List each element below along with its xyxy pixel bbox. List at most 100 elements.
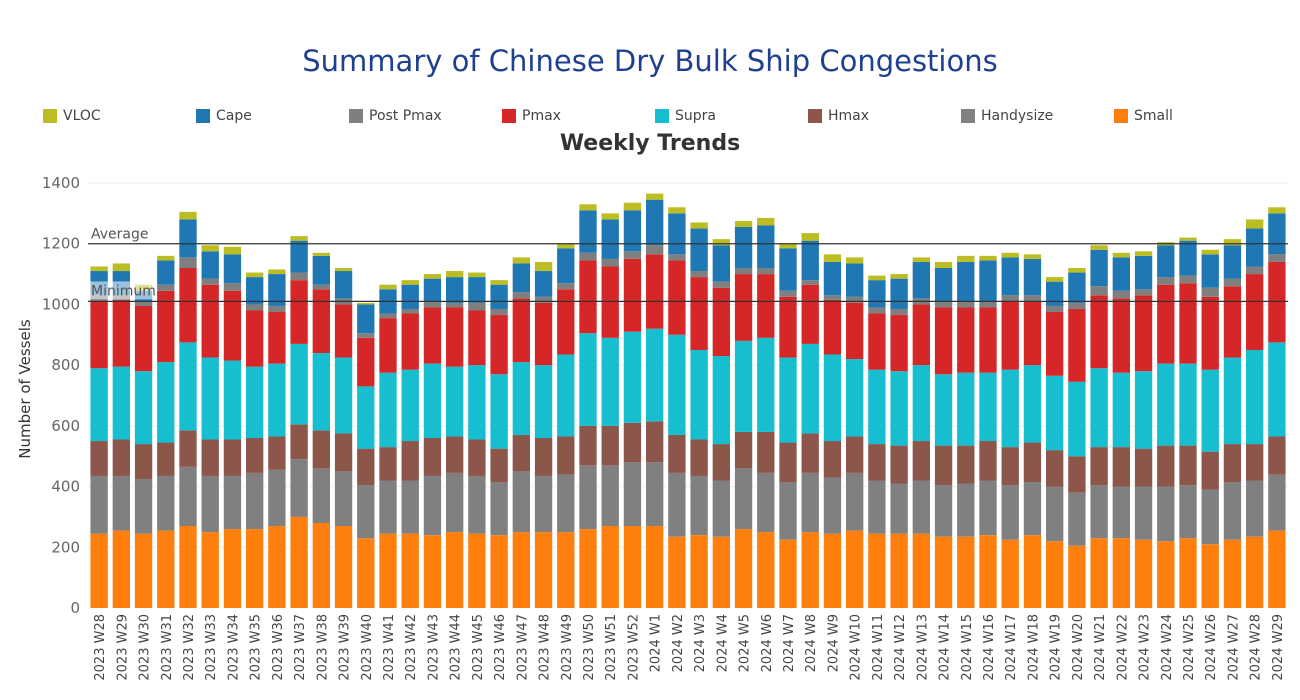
bar-segment[interactable]	[134, 533, 153, 608]
bar-segment[interactable]	[1001, 447, 1019, 486]
bar-segment[interactable]	[90, 368, 108, 442]
bar-segment[interactable]	[1134, 539, 1153, 608]
bar-segment[interactable]	[1090, 249, 1108, 287]
bar-segment[interactable]	[534, 438, 553, 476]
bar-segment[interactable]	[1112, 257, 1130, 291]
bar-segment[interactable]	[1046, 486, 1064, 542]
bar-segment[interactable]	[557, 248, 575, 284]
bar-segment[interactable]	[668, 213, 686, 255]
bar-segment[interactable]	[957, 301, 975, 308]
bar-segment[interactable]	[1090, 245, 1108, 250]
bar-segment[interactable]	[646, 245, 664, 255]
bar-segment[interactable]	[557, 283, 575, 290]
legend-item-supra[interactable]: Supra	[655, 106, 716, 126]
bar-segment[interactable]	[446, 277, 464, 303]
bar-segment[interactable]	[623, 210, 642, 252]
bar-segment[interactable]	[801, 472, 819, 533]
bar-segment[interactable]	[690, 277, 708, 350]
bar-segment[interactable]	[446, 307, 464, 367]
bar-segment[interactable]	[1268, 436, 1286, 475]
bar-segment[interactable]	[401, 533, 419, 608]
bar-segment[interactable]	[534, 302, 553, 366]
bar-segment[interactable]	[1179, 240, 1197, 276]
bar-segment[interactable]	[979, 301, 997, 308]
bar-segment[interactable]	[1112, 290, 1130, 299]
bar-segment[interactable]	[1268, 474, 1286, 531]
bar-segment[interactable]	[446, 436, 464, 473]
bar-segment[interactable]	[734, 274, 753, 341]
bar-segment[interactable]	[1068, 272, 1086, 303]
bar-segment[interactable]	[1112, 252, 1130, 258]
bar-segment[interactable]	[379, 318, 397, 373]
bar-segment[interactable]	[868, 533, 886, 608]
bar-segment[interactable]	[601, 526, 619, 608]
bar-segment[interactable]	[734, 468, 753, 530]
bar-segment[interactable]	[1046, 450, 1064, 487]
bar-segment[interactable]	[490, 315, 508, 375]
bar-segment[interactable]	[112, 530, 130, 608]
bar-segment[interactable]	[1223, 539, 1242, 608]
bar-segment[interactable]	[668, 254, 686, 261]
bar-segment[interactable]	[1134, 289, 1153, 296]
legend-item-small[interactable]: Small	[1114, 106, 1173, 126]
bar-segment[interactable]	[1246, 228, 1264, 267]
bar-segment[interactable]	[1268, 530, 1286, 608]
bar-segment[interactable]	[268, 312, 286, 364]
bar-segment[interactable]	[734, 268, 753, 275]
bar-segment[interactable]	[757, 532, 775, 608]
bar-segment[interactable]	[823, 533, 842, 608]
bar-segment[interactable]	[1068, 302, 1086, 309]
bar-segment[interactable]	[868, 369, 886, 445]
bar-segment[interactable]	[357, 538, 375, 608]
bar-segment[interactable]	[601, 465, 619, 527]
bar-segment[interactable]	[912, 480, 930, 534]
bar-segment[interactable]	[401, 369, 419, 442]
bar-segment[interactable]	[1134, 486, 1153, 540]
bar-segment[interactable]	[1068, 456, 1086, 493]
bar-segment[interactable]	[712, 287, 730, 357]
bar-segment[interactable]	[179, 526, 197, 608]
bar-segment[interactable]	[379, 372, 397, 448]
bar-segment[interactable]	[668, 334, 686, 435]
bar-segment[interactable]	[490, 448, 508, 483]
bar-segment[interactable]	[1023, 535, 1042, 608]
bar-segment[interactable]	[157, 284, 175, 291]
bar-segment[interactable]	[1157, 363, 1175, 446]
bar-segment[interactable]	[557, 289, 575, 355]
bar-segment[interactable]	[90, 475, 108, 534]
bar-segment[interactable]	[268, 526, 286, 608]
bar-segment[interactable]	[490, 308, 508, 316]
bar-segment[interactable]	[468, 365, 486, 440]
bar-segment[interactable]	[1157, 277, 1175, 285]
bar-segment[interactable]	[846, 436, 864, 473]
bar-segment[interactable]	[1268, 207, 1286, 214]
bar-segment[interactable]	[290, 280, 308, 344]
bar-segment[interactable]	[934, 301, 953, 308]
bar-segment[interactable]	[1134, 295, 1153, 372]
bar-segment[interactable]	[290, 343, 308, 425]
bar-segment[interactable]	[890, 315, 908, 372]
bar-segment[interactable]	[268, 469, 286, 527]
bar-segment[interactable]	[1112, 486, 1130, 539]
bar-segment[interactable]	[846, 530, 864, 608]
bar-segment[interactable]	[1223, 444, 1242, 483]
bar-segment[interactable]	[512, 298, 530, 363]
bar-segment[interactable]	[1268, 254, 1286, 262]
bar-segment[interactable]	[779, 442, 797, 483]
bar-segment[interactable]	[134, 371, 153, 445]
bar-segment[interactable]	[468, 439, 486, 476]
bar-segment[interactable]	[801, 240, 819, 281]
bar-segment[interactable]	[223, 360, 242, 440]
bar-segment[interactable]	[312, 523, 330, 608]
bar-segment[interactable]	[890, 371, 908, 446]
bar-segment[interactable]	[1023, 442, 1042, 483]
bar-segment[interactable]	[1246, 274, 1264, 350]
bar-segment[interactable]	[734, 431, 753, 469]
bar-segment[interactable]	[157, 260, 175, 285]
bar-segment[interactable]	[157, 442, 175, 476]
bar-segment[interactable]	[134, 478, 153, 534]
bar-segment[interactable]	[357, 386, 375, 449]
bar-segment[interactable]	[868, 313, 886, 370]
bar-segment[interactable]	[112, 475, 130, 531]
bar-segment[interactable]	[179, 268, 197, 343]
